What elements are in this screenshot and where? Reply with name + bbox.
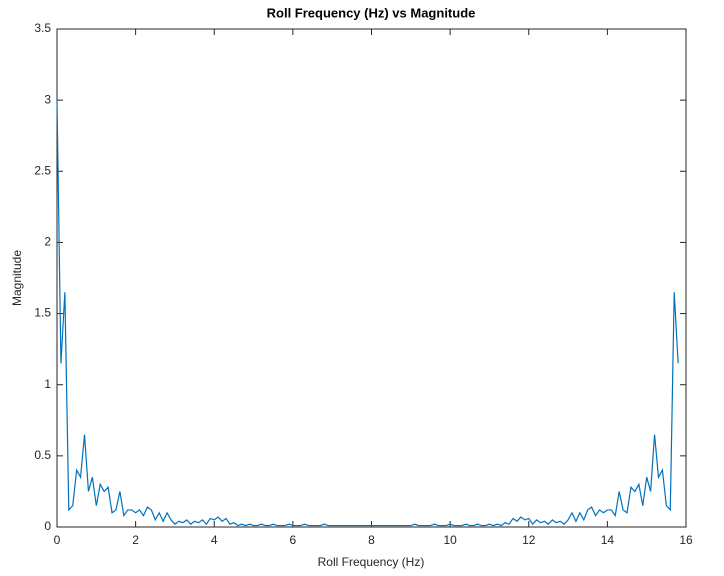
y-tick-label: 1.5 <box>34 306 51 320</box>
x-tick-label: 12 <box>522 533 536 547</box>
x-tick-label: 0 <box>54 533 61 547</box>
y-tick-label: 3.5 <box>34 21 51 35</box>
x-tick-label: 10 <box>443 533 457 547</box>
x-tick-label: 8 <box>368 533 375 547</box>
chart-title: Roll Frequency (Hz) vs Magnitude <box>267 5 476 20</box>
y-tick-label: 1 <box>44 377 51 391</box>
x-tick-label: 2 <box>132 533 139 547</box>
y-tick-label: 0.5 <box>34 448 51 462</box>
y-tick-label: 2 <box>44 235 51 249</box>
y-tick-label: 2.5 <box>34 163 51 177</box>
y-axis-label: Magnitude <box>10 250 24 306</box>
x-tick-label: 14 <box>601 533 615 547</box>
y-tick-label: 0 <box>44 519 51 533</box>
x-tick-label: 4 <box>211 533 218 547</box>
x-tick-label: 16 <box>679 533 693 547</box>
y-tick-label: 3 <box>44 92 51 106</box>
x-axis-label: Roll Frequency (Hz) <box>318 555 425 569</box>
x-tick-label: 6 <box>290 533 297 547</box>
data-line <box>56 100 679 527</box>
